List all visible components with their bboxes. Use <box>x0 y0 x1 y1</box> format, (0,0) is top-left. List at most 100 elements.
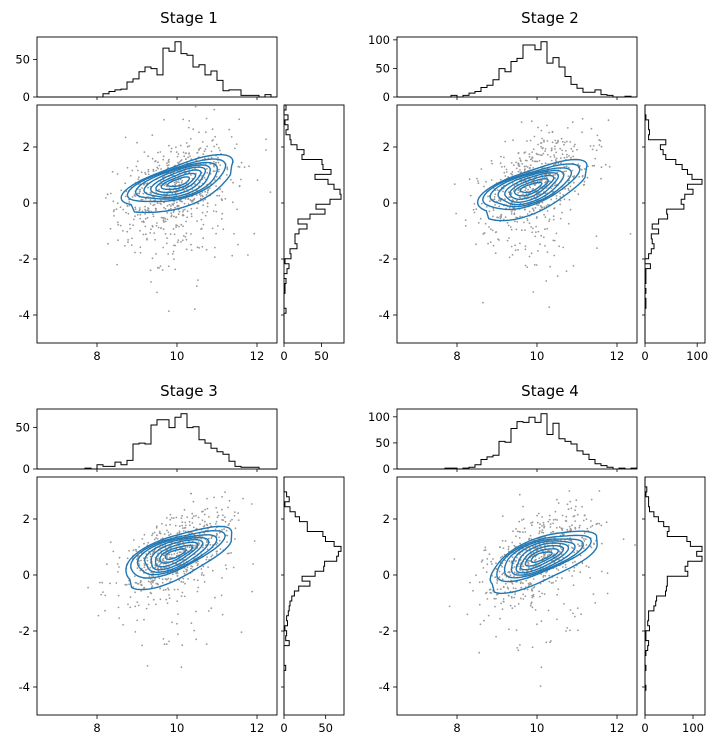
main-axes <box>396 104 638 344</box>
scatter-point <box>186 210 189 213</box>
scatter-point <box>252 563 255 565</box>
scatter-point <box>166 602 169 604</box>
scatter-point <box>190 622 193 625</box>
scatter-point <box>515 167 518 170</box>
scatter-point <box>541 592 543 595</box>
scatter-point <box>527 563 530 565</box>
scatter-point <box>131 237 133 240</box>
scatter-point <box>240 631 243 634</box>
scatter-point <box>518 520 521 523</box>
hist-tick-label: 50 <box>375 436 390 450</box>
scatter-point <box>511 597 513 599</box>
scatter-point <box>590 520 592 522</box>
scatter-point <box>143 533 146 536</box>
scatter-point <box>168 158 170 161</box>
scatter-point <box>215 550 218 553</box>
scatter-point <box>533 210 535 212</box>
scatter-point <box>158 164 161 167</box>
scatter-point <box>165 517 168 519</box>
scatter-point <box>174 268 177 271</box>
scatter-point <box>517 162 520 165</box>
scatter-point <box>151 534 153 537</box>
scatter-point <box>543 526 545 529</box>
panel-title: Stage 2 <box>521 9 579 27</box>
scatter-point <box>567 222 570 225</box>
scatter-point <box>150 281 152 283</box>
scatter-point <box>230 178 232 181</box>
scatter-point <box>538 590 540 593</box>
hist-tick-label: 0 <box>280 349 287 363</box>
scatter-point <box>532 578 535 580</box>
scatter-point <box>482 567 485 569</box>
scatter-point <box>198 179 200 182</box>
scatter-point <box>112 210 115 213</box>
scatter-point <box>231 201 234 204</box>
scatter-point <box>139 188 142 191</box>
scatter-point <box>253 540 256 542</box>
scatter-point <box>185 570 188 573</box>
scatter-point <box>176 241 179 244</box>
scatter-point <box>219 149 221 152</box>
scatter-point <box>193 544 195 547</box>
scatter-point <box>170 556 172 559</box>
panel-title: Stage 3 <box>160 382 218 400</box>
scatter-point <box>466 613 469 616</box>
scatter-point <box>520 121 523 123</box>
scatter-point <box>167 531 170 534</box>
scatter-point <box>199 195 202 197</box>
scatter-point <box>126 166 129 169</box>
scatter-point <box>176 532 179 535</box>
scatter-point <box>117 571 119 573</box>
scatter-point <box>514 249 517 252</box>
scatter-point <box>484 549 487 551</box>
scatter-point <box>544 228 546 231</box>
scatter-point <box>214 135 217 138</box>
scatter-point <box>559 147 562 150</box>
scatter-point <box>173 553 176 555</box>
scatter-point <box>210 555 213 558</box>
scatter-point <box>127 239 129 241</box>
scatter-point <box>211 554 214 556</box>
scatter-point <box>590 498 593 501</box>
scatter-point <box>112 200 115 203</box>
scatter-point <box>158 564 161 566</box>
scatter-point <box>182 209 185 211</box>
scatter-point <box>148 575 151 577</box>
scatter-point <box>158 188 160 191</box>
scatter-point <box>147 155 150 158</box>
scatter-point <box>546 227 549 230</box>
scatter-point <box>169 207 172 210</box>
scatter-point <box>220 218 223 220</box>
scatter-point <box>147 170 150 173</box>
scatter-point <box>579 554 582 557</box>
scatter-point <box>556 593 559 596</box>
scatter-point <box>498 570 501 573</box>
scatter-point <box>156 291 158 294</box>
scatter-point <box>537 126 539 129</box>
scatter-point <box>204 131 207 134</box>
scatter-point <box>600 524 603 527</box>
scatter-point <box>556 519 559 521</box>
scatter-point <box>224 564 227 566</box>
scatter-point <box>136 141 138 144</box>
scatter-point <box>629 233 632 235</box>
scatter-point <box>216 511 219 514</box>
scatter-point <box>167 160 170 162</box>
scatter-point <box>532 208 535 211</box>
scatter-point <box>521 531 524 533</box>
scatter-point <box>181 527 184 529</box>
scatter-point <box>136 214 139 216</box>
scatter-point <box>202 574 205 577</box>
scatter-point <box>585 518 588 520</box>
scatter-point <box>151 134 154 137</box>
scatter-point <box>143 151 146 154</box>
scatter-point <box>548 518 551 521</box>
scatter-point <box>499 217 502 220</box>
scatter-point <box>560 137 563 140</box>
scatter-point <box>493 196 496 198</box>
scatter-point <box>152 213 154 216</box>
scatter-point <box>548 580 551 583</box>
scatter-point <box>564 566 567 569</box>
scatter-point <box>544 552 547 555</box>
scatter-point <box>205 523 208 526</box>
